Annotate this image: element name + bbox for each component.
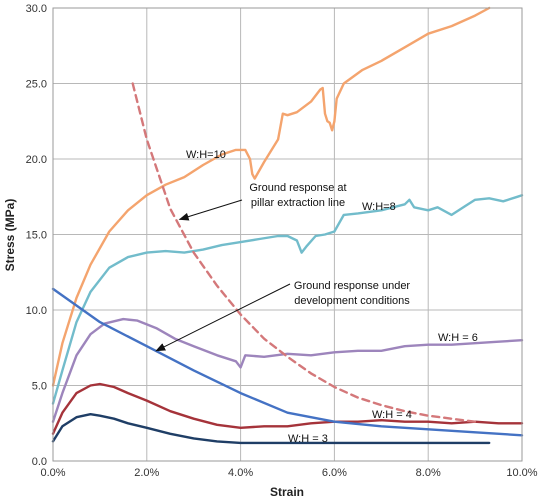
x-axis-title: Strain	[270, 485, 304, 499]
ground-response-extraction-line	[131, 82, 477, 423]
callout-development-arrow	[155, 283, 291, 352]
callout-development-text: Ground response under	[294, 280, 411, 292]
series-wh4-line	[51, 382, 524, 435]
y-tick-label: 10.0	[26, 305, 47, 317]
series-wh10-line	[51, 6, 491, 387]
label-wh3: W:H = 3	[288, 433, 328, 445]
y-tick-label: 25.0	[26, 79, 47, 91]
y-tick-label: 30.0	[26, 3, 47, 15]
series-wh8-line	[51, 193, 524, 405]
x-tick-label: 10.0%	[506, 467, 537, 479]
series-wh6-line	[51, 317, 524, 423]
annotations: W:H=10 W:H=8 W:H = 6 W:H = 4 W:H = 3 Ground r…	[155, 149, 478, 445]
series-wh3-line	[51, 413, 491, 445]
series-lines	[51, 6, 524, 445]
x-tick-label: 2.0%	[134, 467, 159, 479]
y-tick-label: 0.0	[32, 456, 47, 468]
y-tick-label: 15.0	[26, 230, 47, 242]
plot-frame	[52, 7, 523, 462]
callout-extraction-text: pillar extraction line	[251, 197, 345, 209]
callout-extraction-text: Ground response at	[249, 182, 346, 194]
tick-labels: 0.0% 2.0% 4.0% 6.0% 8.0% 10.0% 0.0 5.0 10.0 15.0 2…	[26, 3, 538, 479]
x-tick-label: 0.0%	[40, 467, 65, 479]
x-tick-label: 4.0%	[228, 467, 253, 479]
label-wh10: W:H=10	[186, 149, 226, 161]
y-tick-label: 5.0	[32, 381, 47, 393]
ground-response-development-line	[51, 287, 524, 437]
y-tick-label: 20.0	[26, 154, 47, 166]
x-tick-label: 6.0%	[322, 467, 347, 479]
y-axis-title: Stress (MPa)	[3, 199, 17, 272]
label-wh8: W:H=8	[362, 201, 396, 213]
callout-development-text: development conditions	[294, 295, 410, 307]
x-tick-label: 8.0%	[416, 467, 441, 479]
grid	[52, 7, 523, 462]
label-wh4: W:H = 4	[372, 409, 412, 421]
label-wh6: W:H = 6	[438, 332, 478, 344]
callout-extraction-arrow	[178, 199, 243, 221]
